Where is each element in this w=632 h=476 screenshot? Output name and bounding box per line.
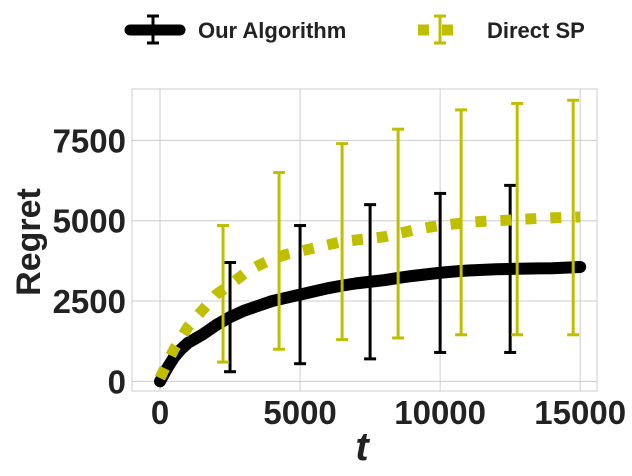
series-layer: [154, 98, 587, 388]
y-tick-label: 5000: [53, 203, 126, 240]
plot-area: [131, 88, 598, 392]
series-line-direct-sp: [155, 211, 581, 381]
y-tick-labels: 0 2500 5000 7500: [53, 122, 126, 400]
x-tick-label: 0: [151, 394, 169, 431]
error-bar-direct-sp: [336, 142, 349, 342]
error-bar-direct-sp: [511, 101, 524, 337]
error-bar-our-algorithm: [294, 224, 307, 366]
error-bar-direct-sp: [392, 127, 405, 340]
x-tick-label: 15000: [534, 394, 626, 431]
y-tick-label: 7500: [53, 122, 126, 159]
error-bar-direct-sp: [455, 108, 468, 337]
series-line-our-algorithm: [154, 260, 587, 388]
error-bar-our-algorithm: [224, 260, 237, 374]
y-tick-label: 2500: [53, 283, 126, 320]
y-axis-label: Regret: [10, 188, 48, 296]
error-bar-direct-sp: [273, 171, 286, 351]
error-bar-our-algorithm: [364, 203, 377, 361]
series-our-algorithm: [154, 183, 587, 388]
legend-label-our-algorithm: Our Algorithm: [198, 18, 346, 43]
legend-label-direct-sp: Direct SP: [487, 18, 585, 43]
error-bar-our-algorithm: [504, 183, 517, 354]
series-direct-sp: [155, 98, 581, 381]
x-tick-label: 10000: [394, 394, 486, 431]
error-bar-direct-sp: [217, 224, 230, 364]
x-tick-label: 5000: [263, 394, 336, 431]
x-axis-label: t: [355, 425, 370, 469]
x-tick-labels: 0 5000 10000 15000: [151, 394, 626, 431]
legend: Our Algorithm Direct SP: [124, 14, 585, 45]
legend-entry-direct-sp: Direct SP: [418, 14, 585, 45]
y-tick-label: 0: [108, 363, 126, 400]
error-bar-our-algorithm: [434, 191, 447, 354]
legend-entry-our-algorithm: Our Algorithm: [124, 14, 346, 45]
error-bar-direct-sp: [567, 98, 580, 337]
